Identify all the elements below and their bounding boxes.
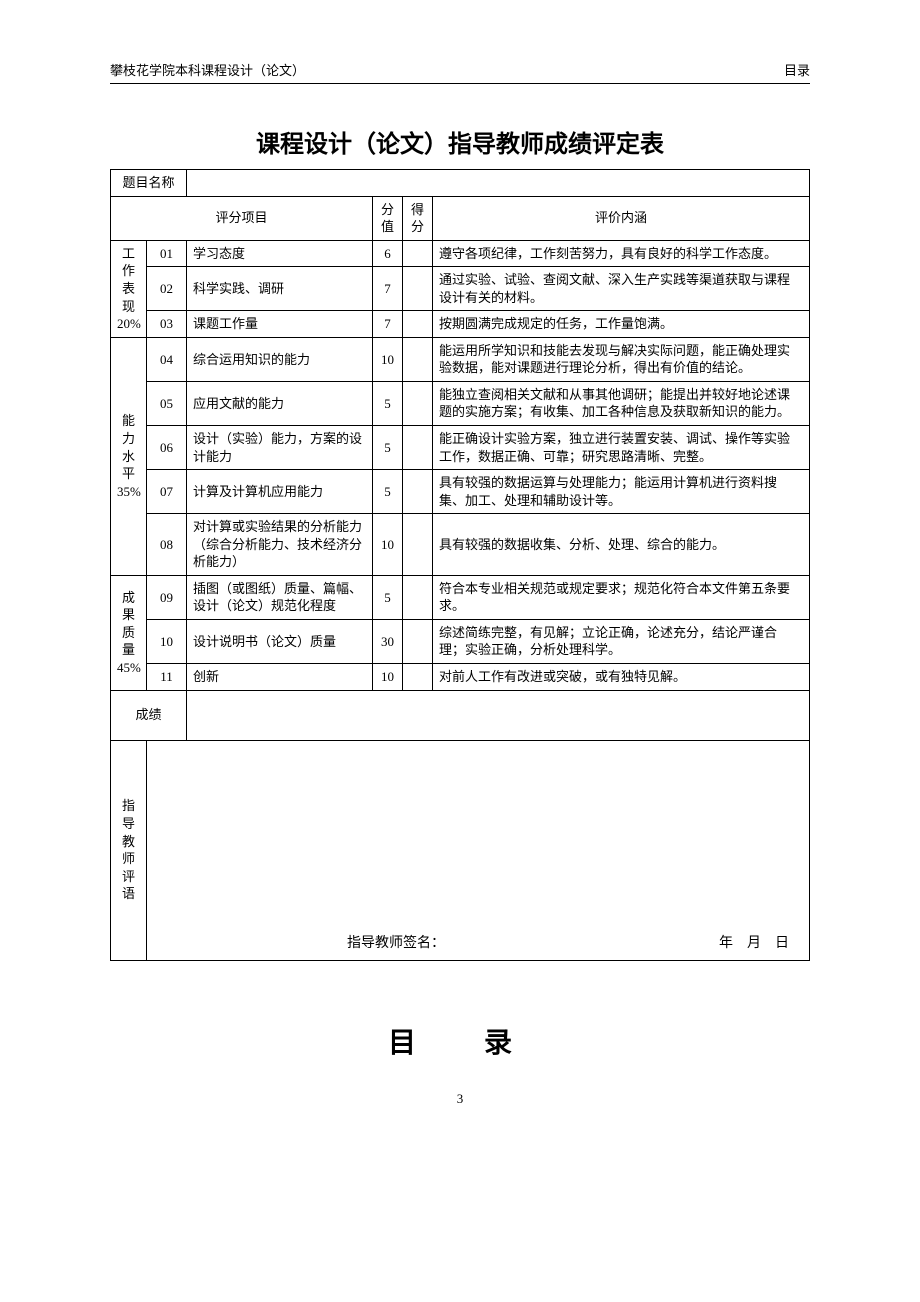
col-score-got: 得分: [403, 196, 433, 240]
row-no: 10: [147, 619, 187, 663]
row-score-val: 5: [373, 381, 403, 425]
row-no: 03: [147, 311, 187, 338]
row-desc: 符合本专业相关规范或规定要求；规范化符合本文件第五条要求。: [433, 575, 810, 619]
page-header: 攀枝花学院本科课程设计（论文） 目录: [110, 60, 810, 84]
col-score-val: 分值: [373, 196, 403, 240]
table-row: 02科学实践、调研7 通过实验、试验、查阅文献、深入生产实践等渠道获取与课程设计有…: [111, 267, 810, 311]
row-item: 综合运用知识的能力: [187, 337, 373, 381]
header-left: 攀枝花学院本科课程设计（论文）: [110, 60, 305, 79]
table-row: 06设计（实验）能力，方案的设计能力5 能正确设计实验方案，独立进行装置安装、调试…: [111, 426, 810, 470]
row-score-val: 10: [373, 337, 403, 381]
col-desc: 评价内涵: [433, 196, 810, 240]
table-row: 能力水平35%04综合运用知识的能力10能运用所学知识和技能去发现与解决实际问题…: [111, 337, 810, 381]
row-item: 对计算或实验结果的分析能力（综合分析能力、技术经济分析能力）: [187, 514, 373, 576]
row-score-got: [403, 664, 433, 691]
table-row: 10设计说明书（论文）质量30 综述简练完整，有见解；立论正确，论述充分，结论严谨…: [111, 619, 810, 663]
row-desc: 能运用所学知识和技能去发现与解决实际问题，能正确处理实验数据，能对课题进行理论分…: [433, 337, 810, 381]
table-row: 07计算及计算机应用能力5 具有较强的数据运算与处理能力；能运用计算机进行资料搜集…: [111, 470, 810, 514]
row-score-val: 7: [373, 267, 403, 311]
row-item: 设计（实验）能力，方案的设计能力: [187, 426, 373, 470]
row-item: 创新: [187, 664, 373, 691]
row-no: 08: [147, 514, 187, 576]
table-row: 03课题工作量7 按期圆满完成规定的任务，工作量饱满。: [111, 311, 810, 338]
row-desc: 能独立查阅相关文献和从事其他调研；能提出并较好地论述课题的实施方案；有收集、加工…: [433, 381, 810, 425]
row-no: 09: [147, 575, 187, 619]
row-desc: 按期圆满完成规定的任务，工作量饱满。: [433, 311, 810, 338]
row-desc: 对前人工作有改进或突破，或有独特见解。: [433, 664, 810, 691]
row-score-got: [403, 267, 433, 311]
table-row: 工作表现20%01学习态度6遵守各项纪律，工作刻苦努力，具有良好的科学工作态度。: [111, 240, 810, 267]
row-score-got: [403, 514, 433, 576]
evaluation-table: 题目名称评分项目分值得分评价内涵工作表现20%01学习态度6遵守各项纪律，工作刻…: [110, 169, 810, 961]
topic-value: [187, 170, 810, 197]
group-label: 成果质量45%: [111, 575, 147, 690]
row-score-val: 5: [373, 426, 403, 470]
row-no: 11: [147, 664, 187, 691]
row-score-val: 5: [373, 470, 403, 514]
row-item: 科学实践、调研: [187, 267, 373, 311]
row-score-got: [403, 575, 433, 619]
row-score-got: [403, 619, 433, 663]
row-score-got: [403, 381, 433, 425]
row-desc: 具有较强的数据运算与处理能力；能运用计算机进行资料搜集、加工、处理和辅助设计等。: [433, 470, 810, 514]
label-comment: 指导教师评语: [111, 740, 147, 960]
header-right: 目录: [784, 60, 810, 79]
row-no: 07: [147, 470, 187, 514]
group-label: 能力水平35%: [111, 337, 147, 575]
table-row: 11创新10 对前人工作有改进或突破，或有独特见解。: [111, 664, 810, 691]
comment-cell: 指导教师签名： 年 月 日: [147, 740, 810, 960]
row-score-got: [403, 337, 433, 381]
table-row: 指导教师评语指导教师签名： 年 月 日: [111, 740, 810, 960]
row-item: 学习态度: [187, 240, 373, 267]
row-desc: 能正确设计实验方案，独立进行装置安装、调试、操作等实验工作，数据正确、可靠；研究…: [433, 426, 810, 470]
page-number: 3: [110, 1091, 810, 1107]
table-row: 成绩: [111, 690, 810, 740]
row-score-got: [403, 426, 433, 470]
row-score-got: [403, 311, 433, 338]
document-title: 课程设计（论文）指导教师成绩评定表: [110, 124, 810, 159]
row-no: 06: [147, 426, 187, 470]
signature-label: 指导教师签名：: [347, 935, 445, 954]
row-score-val: 6: [373, 240, 403, 267]
row-no: 04: [147, 337, 187, 381]
row-score-val: 30: [373, 619, 403, 663]
row-score-val: 7: [373, 311, 403, 338]
group-label: 工作表现20%: [111, 240, 147, 337]
row-item: 应用文献的能力: [187, 381, 373, 425]
table-row: 评分项目分值得分评价内涵: [111, 196, 810, 240]
table-row: 05应用文献的能力5 能独立查阅相关文献和从事其他调研；能提出并较好地论述课题的实…: [111, 381, 810, 425]
row-item: 计算及计算机应用能力: [187, 470, 373, 514]
row-item: 设计说明书（论文）质量: [187, 619, 373, 663]
table-row: 成果质量45%09插图（或图纸）质量、篇幅、设计（论文）规范化程度5符合本专业相…: [111, 575, 810, 619]
row-item: 课题工作量: [187, 311, 373, 338]
row-score-val: 10: [373, 514, 403, 576]
grade-value: [187, 690, 810, 740]
signature-date: 年 月 日: [719, 935, 789, 954]
label-topic: 题目名称: [111, 170, 187, 197]
row-score-val: 5: [373, 575, 403, 619]
row-item: 插图（或图纸）质量、篇幅、设计（论文）规范化程度: [187, 575, 373, 619]
col-item: 评分项目: [111, 196, 373, 240]
table-row: 08对计算或实验结果的分析能力（综合分析能力、技术经济分析能力）10 具有较强的数…: [111, 514, 810, 576]
row-score-val: 10: [373, 664, 403, 691]
label-grade: 成绩: [111, 690, 187, 740]
row-desc: 通过实验、试验、查阅文献、深入生产实践等渠道获取与课程设计有关的材料。: [433, 267, 810, 311]
row-no: 05: [147, 381, 187, 425]
row-no: 02: [147, 267, 187, 311]
row-no: 01: [147, 240, 187, 267]
row-score-got: [403, 240, 433, 267]
row-desc: 遵守各项纪律，工作刻苦努力，具有良好的科学工作态度。: [433, 240, 810, 267]
toc-heading: 目 录: [110, 1021, 810, 1061]
row-desc: 综述简练完整，有见解；立论正确，论述充分，结论严谨合理；实验正确，分析处理科学。: [433, 619, 810, 663]
table-row: 题目名称: [111, 170, 810, 197]
row-score-got: [403, 470, 433, 514]
row-desc: 具有较强的数据收集、分析、处理、综合的能力。: [433, 514, 810, 576]
